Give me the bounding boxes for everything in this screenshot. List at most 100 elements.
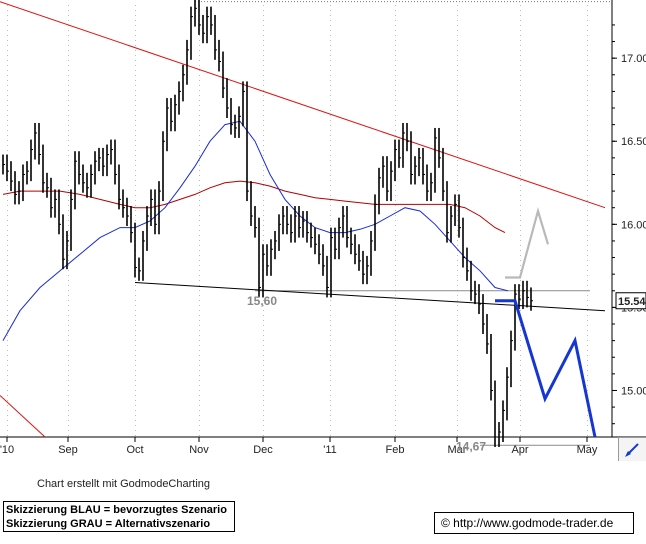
v-grid-dot xyxy=(395,335,396,336)
v-grid-dot xyxy=(587,285,588,286)
chart-credit: Chart erstellt mit GodmodeCharting xyxy=(37,478,211,490)
v-grid-dot xyxy=(199,430,200,431)
v-grid-dot xyxy=(457,390,458,391)
v-grid-dot xyxy=(587,95,588,96)
v-grid-dot xyxy=(520,285,521,286)
v-grid-dot xyxy=(395,120,396,121)
v-grid-dot xyxy=(457,150,458,151)
v-grid-dot xyxy=(68,45,69,46)
x-tick-label: Dec xyxy=(253,444,273,456)
v-grid-dot xyxy=(7,310,8,311)
v-grid-dot xyxy=(457,70,458,71)
v-grid-dot xyxy=(457,250,458,251)
v-grid-dot xyxy=(457,60,458,61)
v-grid-dot xyxy=(68,290,69,291)
v-grid-dot xyxy=(457,160,458,161)
v-grid-dot xyxy=(68,155,69,156)
v-grid-dot xyxy=(263,25,264,26)
v-grid-dot xyxy=(135,330,136,331)
v-grid-dot xyxy=(68,65,69,66)
v-grid-dot xyxy=(457,400,458,401)
v-grid-dot xyxy=(520,215,521,216)
v-grid-dot xyxy=(457,370,458,371)
v-grid-dot xyxy=(263,150,264,151)
v-grid-dot xyxy=(457,110,458,111)
v-grid-dot xyxy=(7,405,8,406)
v-grid-dot xyxy=(395,20,396,21)
draw-tool-button[interactable] xyxy=(618,437,646,461)
v-grid-dot xyxy=(457,235,458,236)
v-grid-dot xyxy=(395,430,396,431)
v-grid-dot xyxy=(587,165,588,166)
v-grid-dot xyxy=(520,355,521,356)
v-grid-dot xyxy=(395,200,396,201)
v-grid-dot xyxy=(7,390,8,391)
v-grid-dot xyxy=(587,375,588,376)
v-grid-dot xyxy=(520,280,521,281)
v-grid-dot xyxy=(587,160,588,161)
v-grid-dot xyxy=(520,35,521,36)
v-grid-dot xyxy=(263,140,264,141)
v-grid-dot xyxy=(520,55,521,56)
v-grid-dot xyxy=(395,45,396,46)
v-grid-dot xyxy=(330,185,331,186)
v-grid-dot xyxy=(135,390,136,391)
v-grid-dot xyxy=(330,385,331,386)
v-grid-dot xyxy=(457,120,458,121)
v-grid-dot xyxy=(587,135,588,136)
v-grid-dot xyxy=(395,415,396,416)
v-grid-dot xyxy=(68,55,69,56)
v-grid-dot xyxy=(68,180,69,181)
v-grid-dot xyxy=(68,315,69,316)
v-grid-dot xyxy=(587,40,588,41)
v-grid-dot xyxy=(135,415,136,416)
v-grid-dot xyxy=(587,180,588,181)
v-grid-dot xyxy=(587,200,588,201)
v-grid-dot xyxy=(263,330,264,331)
v-grid-dot xyxy=(7,195,8,196)
v-grid-dot xyxy=(330,395,331,396)
v-grid-dot xyxy=(7,240,8,241)
v-grid-dot xyxy=(68,170,69,171)
v-grid-dot xyxy=(68,355,69,356)
v-grid-dot xyxy=(199,380,200,381)
v-grid-dot xyxy=(7,120,8,121)
v-grid-dot xyxy=(330,30,331,31)
v-grid-dot xyxy=(520,420,521,421)
v-grid-dot xyxy=(587,60,588,61)
v-grid-dot xyxy=(68,95,69,96)
v-grid-dot xyxy=(520,220,521,221)
v-grid-dot xyxy=(587,170,588,171)
v-grid-dot xyxy=(199,385,200,386)
v-grid-dot xyxy=(330,325,331,326)
v-grid-dot xyxy=(587,35,588,36)
x-tick-label: Oct xyxy=(126,444,143,456)
v-grid-dot xyxy=(457,225,458,226)
trend-lines xyxy=(0,1,612,446)
v-grid-dot xyxy=(520,170,521,171)
v-grid-dot xyxy=(520,105,521,106)
v-grid-dot xyxy=(263,400,264,401)
v-grid-dot xyxy=(457,410,458,411)
v-grid-dot xyxy=(395,105,396,106)
v-grid-dot xyxy=(587,45,588,46)
source-url[interactable]: © http://www.godmode-trader.de xyxy=(434,512,634,534)
v-grid-dot xyxy=(135,190,136,191)
v-grid-dot xyxy=(68,205,69,206)
v-grid-dot xyxy=(199,75,200,76)
v-grid-dot xyxy=(330,180,331,181)
v-grid-dot xyxy=(199,245,200,246)
v-grid-dot xyxy=(395,420,396,421)
v-grid-dot xyxy=(263,40,264,41)
v-grid-dot xyxy=(263,430,264,431)
v-grid-dot xyxy=(68,150,69,151)
v-grid-dot xyxy=(520,145,521,146)
v-grid-dot xyxy=(330,20,331,21)
v-grid-dot xyxy=(395,90,396,91)
v-grid-dot xyxy=(520,90,521,91)
v-grid-dot xyxy=(395,10,396,11)
v-grid-dot xyxy=(520,125,521,126)
v-grid-dot xyxy=(135,210,136,211)
v-grid-dot xyxy=(199,310,200,311)
